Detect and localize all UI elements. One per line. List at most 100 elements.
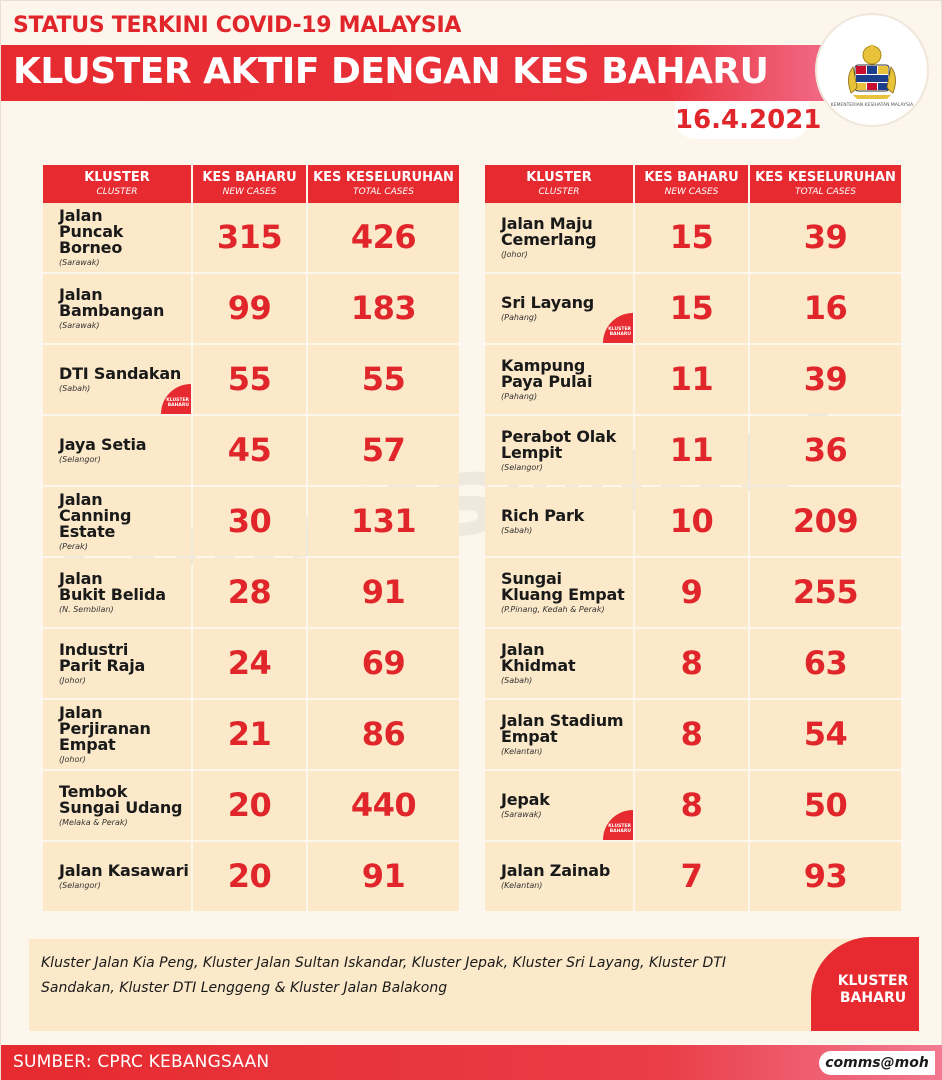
title-bar [1, 45, 829, 101]
cluster-name-cell: Tembok Sungai Udang (Melaka & Perak) [43, 771, 191, 840]
new-cases-value: 21 [193, 700, 306, 769]
table-row: Jepak (Sarawak) KLUSTER BAHARU 8 50 [485, 771, 901, 842]
table-row: Jalan Zainab (Kelantan) 7 93 [485, 842, 901, 913]
cluster-name-cell: Jalan Stadium Empat (Kelantan) [485, 700, 633, 769]
date-label: 16.4.2021 [675, 101, 821, 139]
cluster-name-cell: Industri Parit Raja (Johor) [43, 629, 191, 698]
cluster-name-cell: Perabot Olak Lempit (Selangor) [485, 416, 633, 485]
cluster-name-cell: Sri Layang (Pahang) KLUSTER BAHARU [485, 274, 633, 343]
table-body: Jalan Puncak Borneo (Sarawak) 315 426 Jalan … [43, 203, 459, 913]
total-cases-value: 131 [308, 487, 459, 556]
cluster-name-cell: Jalan Bukit Belida (N. Sembilan) [43, 558, 191, 627]
table-row: Kampung Paya Pulai (Pahang) 11 39 [485, 345, 901, 416]
total-cases-value: 63 [750, 629, 901, 698]
cluster-state: (Sarawak) [59, 321, 100, 330]
cluster-state: (Kelantan) [501, 747, 543, 756]
cluster-name-cell: Jepak (Sarawak) KLUSTER BAHARU [485, 771, 633, 840]
total-cases-value: 86 [308, 700, 459, 769]
total-cases-value: 209 [750, 487, 901, 556]
cluster-state: (Pahang) [501, 392, 538, 401]
cluster-name: Jalan Bukit Belida [59, 569, 166, 604]
table-row: Jalan Stadium Empat (Kelantan) 8 54 [485, 700, 901, 771]
table-row: Jalan Canning Estate (Perak) 30 131 [43, 487, 459, 558]
table-row: Rich Park (Sabah) 10 209 [485, 487, 901, 558]
new-cases-value: 45 [193, 416, 306, 485]
total-cases-value: 39 [750, 203, 901, 272]
cluster-name: Jalan Zainab [501, 861, 611, 880]
table-header: KLUSTER CLUSTER KES BAHARU NEW CASES KES… [43, 165, 459, 203]
new-cases-value: 15 [635, 274, 748, 343]
new-cases-value: 24 [193, 629, 306, 698]
ministry-logo: KEMENTERIAN KESIHATAN MALAYSIA [817, 15, 927, 125]
supertitle: STATUS TERKINI COVID-19 MALAYSIA [13, 13, 462, 38]
table-row: Jalan Bambangan (Sarawak) 99 183 [43, 274, 459, 345]
cluster-name-cell: Sungai Kluang Empat (P.Pinang, Kedah & Pe… [485, 558, 633, 627]
table-row: Sri Layang (Pahang) KLUSTER BAHARU 15 16 [485, 274, 901, 345]
new-cluster-badge: KLUSTER BAHARU [811, 937, 919, 1031]
cluster-name-cell: Jaya Setia (Selangor) [43, 416, 191, 485]
source-label: SUMBER: CPRC KEBANGSAAN [13, 1052, 270, 1072]
new-cases-value: 8 [635, 629, 748, 698]
new-cases-value: 315 [193, 203, 306, 272]
cluster-state: (Sabah) [59, 384, 91, 393]
table-row: Jalan Maju Cemerlang (Johor) 15 39 [485, 203, 901, 274]
total-cases-value: 55 [308, 345, 459, 414]
header-total-cases: KES KESELURUHAN TOTAL CASES [308, 165, 459, 203]
total-cases-value: 54 [750, 700, 901, 769]
table-body: Jalan Maju Cemerlang (Johor) 15 39 Sri Layan… [485, 203, 901, 913]
new-cases-value: 8 [635, 700, 748, 769]
cluster-name-cell: Jalan Canning Estate (Perak) [43, 487, 191, 556]
total-cases-value: 69 [308, 629, 459, 698]
table-row: Jalan Khidmat (Sabah) 8 63 [485, 629, 901, 700]
cluster-state: (Melaka & Perak) [59, 818, 128, 827]
table-row: Perabot Olak Lempit (Selangor) 11 36 [485, 416, 901, 487]
table-row: Tembok Sungai Udang (Melaka & Perak) 20 440 [43, 771, 459, 842]
new-cases-value: 9 [635, 558, 748, 627]
total-cases-value: 36 [750, 416, 901, 485]
table-row: Jalan Puncak Borneo (Sarawak) 315 426 [43, 203, 459, 274]
new-cases-value: 15 [635, 203, 748, 272]
cluster-state: (Johor) [501, 250, 528, 259]
logo-text: KEMENTERIAN KESIHATAN MALAYSIA [830, 103, 914, 108]
new-cases-value: 99 [193, 274, 306, 343]
table-row: Jalan Kasawari (Selangor) 20 91 [43, 842, 459, 913]
cluster-state: (Sarawak) [501, 810, 542, 819]
cluster-name-cell: Rich Park (Sabah) [485, 487, 633, 556]
header-new-cases: KES BAHARU NEW CASES [193, 165, 306, 203]
footer-bar [1, 1045, 942, 1080]
cluster-name-cell: Jalan Kasawari (Selangor) [43, 842, 191, 911]
total-cases-value: 255 [750, 558, 901, 627]
new-cases-value: 7 [635, 842, 748, 911]
cluster-name: Jalan Puncak Borneo [59, 206, 124, 257]
cluster-name-cell: Jalan Zainab (Kelantan) [485, 842, 633, 911]
cluster-state: (Selangor) [501, 463, 543, 472]
cluster-name: Jalan Perjiranan Empat [59, 703, 151, 754]
total-cases-value: 93 [750, 842, 901, 911]
total-cases-value: 183 [308, 274, 459, 343]
new-cases-value: 11 [635, 416, 748, 485]
total-cases-value: 39 [750, 345, 901, 414]
cluster-state: (Pahang) [501, 313, 538, 322]
cluster-name: Kampung Paya Pulai [501, 356, 593, 391]
header-total-cases: KES KESELURUHAN TOTAL CASES [750, 165, 901, 203]
cluster-name: Perabot Olak Lempit [501, 427, 617, 462]
cluster-name: Jaya Setia [59, 435, 147, 454]
table-row: Jaya Setia (Selangor) 45 57 [43, 416, 459, 487]
cluster-name: Industri Parit Raja [59, 640, 146, 675]
new-cases-value: 11 [635, 345, 748, 414]
table-row: Jalan Perjiranan Empat (Johor) 21 86 [43, 700, 459, 771]
cluster-name-cell: Kampung Paya Pulai (Pahang) [485, 345, 633, 414]
new-cases-value: 20 [193, 842, 306, 911]
total-cases-value: 50 [750, 771, 901, 840]
cluster-table-left: KLUSTER CLUSTER KES BAHARU NEW CASES KES… [43, 165, 459, 913]
table-row: Industri Parit Raja (Johor) 24 69 [43, 629, 459, 700]
cluster-state: (Sarawak) [59, 258, 100, 267]
cluster-state: (Perak) [59, 542, 88, 551]
cluster-state: (Selangor) [59, 881, 101, 890]
cluster-name-cell: Jalan Maju Cemerlang (Johor) [485, 203, 633, 272]
header-cluster: KLUSTER CLUSTER [43, 165, 191, 203]
note-box [29, 939, 919, 1031]
cluster-name-cell: Jalan Khidmat (Sabah) [485, 629, 633, 698]
cluster-name-cell: DTI Sandakan (Sabah) KLUSTER BAHARU [43, 345, 191, 414]
